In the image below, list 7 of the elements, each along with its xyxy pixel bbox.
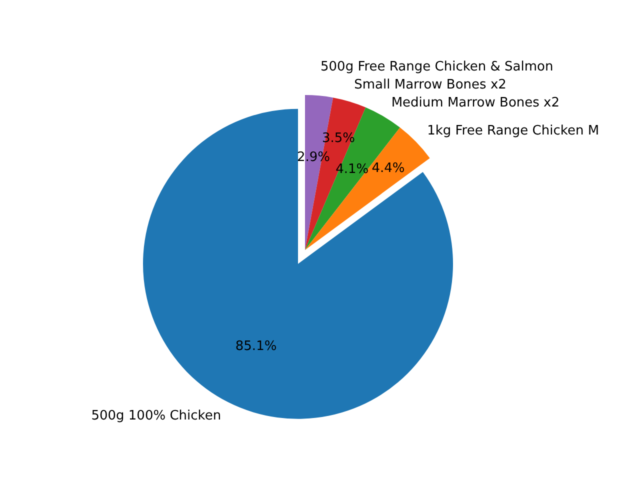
data-label: 4.4% (372, 161, 405, 176)
data-label: 85.1% (235, 339, 277, 354)
slice-label: 500g Free Range Chicken & Salmon (320, 59, 554, 74)
slice-label: 1kg Free Range Chicken M (427, 123, 600, 138)
slice-label: Medium Marrow Bones x2 (391, 95, 560, 110)
slice-label: 500g 100% Chicken (91, 408, 222, 424)
slice-label: Small Marrow Bones x2 (354, 77, 506, 92)
